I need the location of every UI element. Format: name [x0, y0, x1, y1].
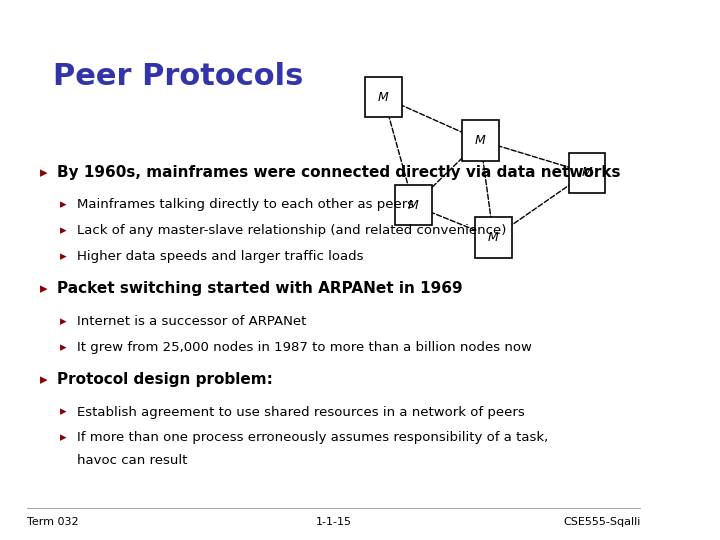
Text: ▸: ▸	[60, 406, 67, 419]
Text: $M$: $M$	[474, 134, 487, 147]
Text: $M$: $M$	[581, 166, 593, 179]
FancyBboxPatch shape	[475, 217, 512, 258]
Text: ▸: ▸	[60, 224, 67, 237]
Text: ▸: ▸	[40, 372, 48, 387]
Text: ▸: ▸	[60, 250, 67, 263]
Text: ▸: ▸	[40, 165, 48, 180]
Text: 1-1-15: 1-1-15	[315, 517, 351, 528]
Text: $M$: $M$	[377, 91, 390, 104]
Text: Higher data speeds and larger traffic loads: Higher data speeds and larger traffic lo…	[77, 250, 363, 263]
FancyBboxPatch shape	[462, 120, 499, 160]
Text: By 1960s, mainframes were connected directly via data networks: By 1960s, mainframes were connected dire…	[57, 165, 620, 180]
Text: ▸: ▸	[60, 198, 67, 211]
Text: havoc can result: havoc can result	[77, 454, 187, 467]
Text: Mainframes talking directly to each other as peers: Mainframes talking directly to each othe…	[77, 198, 414, 211]
Text: Lack of any master-slave relationship (and related convenience): Lack of any master-slave relationship (a…	[77, 224, 506, 237]
Text: It grew from 25,000 nodes in 1987 to more than a billion nodes now: It grew from 25,000 nodes in 1987 to mor…	[77, 341, 531, 354]
Text: $M$: $M$	[408, 199, 420, 212]
Text: ▸: ▸	[60, 315, 67, 328]
Text: If more than one process erroneously assumes responsibility of a task,: If more than one process erroneously ass…	[77, 431, 548, 444]
Text: $M$: $M$	[487, 231, 500, 244]
Text: Protocol design problem:: Protocol design problem:	[57, 372, 273, 387]
FancyBboxPatch shape	[365, 77, 402, 117]
Text: CSE555-Sqalli: CSE555-Sqalli	[563, 517, 640, 528]
FancyBboxPatch shape	[395, 185, 432, 226]
Text: ▸: ▸	[60, 431, 67, 444]
Text: Term 032: Term 032	[27, 517, 78, 528]
Text: Peer Protocols: Peer Protocols	[53, 62, 304, 91]
Text: ▸: ▸	[60, 341, 67, 354]
Text: ▸: ▸	[40, 281, 48, 296]
FancyBboxPatch shape	[569, 152, 606, 193]
Text: Establish agreement to use shared resources in a network of peers: Establish agreement to use shared resour…	[77, 406, 524, 419]
Text: Internet is a successor of ARPANet: Internet is a successor of ARPANet	[77, 315, 306, 328]
Text: Packet switching started with ARPANet in 1969: Packet switching started with ARPANet in…	[57, 281, 462, 296]
